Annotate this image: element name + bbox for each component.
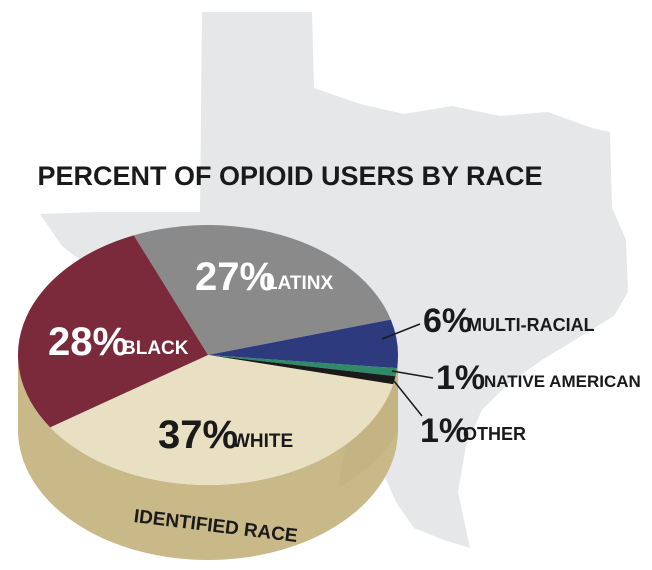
slice-label-native-american: 1% NATIVE AMERICAN: [436, 359, 641, 397]
leader-lines: [381, 323, 434, 417]
slice-label-text-native-american: NATIVE AMERICAN: [484, 372, 641, 391]
slice-label-text-black: BLACK: [122, 338, 189, 359]
slice-label-black: 28% BLACK: [48, 320, 189, 364]
slice-label-latinx: 27% LATINX: [195, 255, 334, 299]
slice-label-text-multiracial: MULTI-RACIAL: [467, 315, 595, 335]
slice-label-white: 37% WHITE: [158, 413, 293, 457]
slice-percent-latinx: 27%: [195, 255, 275, 299]
slice-percent-black: 28%: [48, 320, 128, 364]
leader-line-multiracial: [381, 323, 421, 340]
slice-percent-other: 1%: [420, 412, 469, 450]
pie-slice-native-american: [208, 355, 398, 377]
slice-label-text-other: OTHER: [463, 424, 526, 444]
leader-line-native-american: [391, 370, 434, 379]
slice-percent-multiracial: 6%: [423, 302, 472, 340]
slice-percent-native-american: 1%: [436, 359, 485, 397]
pie-slice-latinx: [133, 224, 391, 355]
pie-slice-other: [208, 355, 396, 385]
slice-label-text-white: WHITE: [232, 431, 293, 452]
slice-label-text-latinx: LATINX: [266, 273, 334, 294]
pie-base-side: [18, 355, 398, 560]
pie-slices: [17, 224, 399, 486]
slice-label-multiracial: 6% MULTI-RACIAL: [423, 302, 595, 340]
pie-slice-white: [50, 355, 394, 486]
slice-percent-white: 37%: [158, 413, 238, 457]
slice-label-other: 1% OTHER: [420, 412, 526, 450]
pie-slice-black: [17, 235, 209, 428]
leader-line-other: [393, 380, 423, 417]
chart-title: PERCENT OF OPIOID USERS BY RACE: [37, 161, 542, 191]
pie-slice-multi-racial: [208, 319, 399, 369]
